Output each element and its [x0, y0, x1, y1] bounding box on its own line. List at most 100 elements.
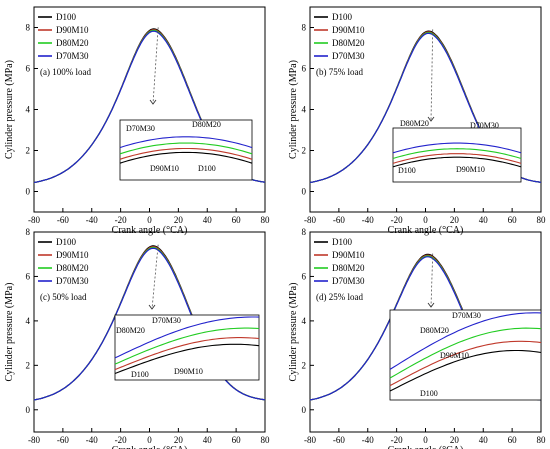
x-tick-label: 60 — [508, 435, 518, 445]
y-axis-label: Cylinder pressure (MPa) — [4, 283, 15, 382]
zoom-label: D70M30 — [152, 316, 181, 325]
zoom-inset-frame — [114, 314, 260, 381]
zoom-line-d90m10 — [389, 340, 542, 387]
x-tick-label: -60 — [57, 215, 69, 225]
x-tick-label: 80 — [537, 215, 547, 225]
zoom-arrow — [430, 29, 434, 122]
y-tick-label: 4 — [26, 316, 31, 326]
zoom-line-d100 — [114, 343, 260, 375]
legend-label: D70M30 — [56, 51, 89, 61]
zoom-inset-frame — [389, 309, 542, 401]
panel-title: (d) 25% load — [316, 292, 363, 302]
legend-label: D80M20 — [56, 38, 89, 48]
zoom-line-d90m10 — [392, 153, 522, 164]
legend-label: D100 — [332, 12, 352, 22]
y-tick-label: 4 — [26, 105, 31, 115]
x-tick-label: -40 — [362, 215, 374, 225]
legend-label: D100 — [56, 237, 76, 247]
zoom-line-d100 — [389, 349, 542, 392]
x-tick-label: 80 — [537, 435, 547, 445]
x-tick-label: -80 — [304, 435, 316, 445]
legend-label: D90M10 — [56, 25, 89, 35]
x-tick-label: 40 — [479, 435, 489, 445]
zoom-label: D100 — [398, 166, 416, 175]
y-tick-label: 6 — [26, 271, 31, 281]
x-tick-label: 0 — [423, 215, 428, 225]
x-tick-label: 40 — [203, 435, 213, 445]
zoom-inset-frame — [392, 127, 522, 183]
x-axis-label: Crank angle (°CA) — [112, 445, 188, 449]
x-axis-label: Crank angle (°CA) — [388, 445, 464, 449]
y-axis-label: Cylinder pressure (MPa) — [288, 60, 299, 159]
zoom-label: D90M10 — [440, 351, 469, 360]
zoom-label: D80M20 — [116, 326, 145, 335]
panel-title: (c) 50% load — [40, 292, 87, 302]
zoom-arrowhead — [427, 302, 435, 308]
zoom-label: D100 — [420, 389, 438, 398]
legend-label: D70M30 — [56, 276, 89, 286]
panel-b: -80 -60 -40 -20 0 20 40 60 80 0 2 4 6 8 Crank angle (°… — [288, 6, 547, 236]
y-tick-label: 8 — [302, 23, 307, 33]
zoom-line-d100 — [119, 151, 253, 164]
x-tick-label: 0 — [147, 215, 152, 225]
zoom-label: D100 — [198, 164, 216, 173]
x-tick-label: 80 — [261, 215, 271, 225]
legend-label: D90M10 — [332, 25, 365, 35]
y-tick-label: 0 — [26, 187, 31, 197]
zoom-arrow — [430, 253, 434, 308]
zoom-label: D90M10 — [150, 164, 179, 173]
y-tick-label: 0 — [302, 187, 307, 197]
legend-label: D100 — [56, 12, 76, 22]
x-tick-label: -20 — [391, 215, 403, 225]
legend-label: D80M20 — [332, 38, 365, 48]
zoom-label: D80M20 — [192, 120, 221, 129]
zoom-arrow — [151, 244, 159, 310]
zoom-label: D80M20 — [400, 119, 429, 128]
zoom-label: D70M30 — [470, 121, 499, 130]
zoom-line-d90m10 — [119, 147, 253, 160]
x-tick-label: -60 — [57, 435, 69, 445]
zoom-line-d90m10 — [114, 337, 260, 371]
zoom-line-d80m20 — [392, 148, 522, 160]
zoom-label: D100 — [131, 370, 149, 379]
y-tick-label: 4 — [302, 316, 307, 326]
y-axis-label: Cylinder pressure (MPa) — [4, 60, 15, 159]
x-tick-label: -80 — [304, 215, 316, 225]
zoom-arrowhead — [148, 304, 156, 310]
panel-c: -80 -60 -40 -20 0 20 40 60 80 0 2 4 6 8 Crank angle (°… — [4, 227, 270, 449]
panel-title: (a) 100% load — [40, 67, 91, 77]
x-tick-label: -40 — [362, 435, 374, 445]
x-tick-label: -60 — [333, 215, 345, 225]
y-tick-label: 8 — [26, 23, 31, 33]
panel-a: -80 -60 -40 -20 0 20 40 60 80 0 2 4 6 8 Crank angle (°… — [4, 6, 271, 236]
zoom-line-d70m30 — [114, 316, 260, 359]
x-tick-label: -60 — [333, 435, 345, 445]
legend-label: D70M30 — [332, 51, 365, 61]
x-tick-label: 60 — [508, 215, 518, 225]
x-tick-label: 20 — [450, 435, 460, 445]
zoom-line-d80m20 — [114, 327, 260, 365]
x-tick-label: -40 — [86, 435, 98, 445]
y-tick-label: 8 — [302, 227, 307, 237]
x-axis-label: Crank angle (°CA) — [112, 225, 188, 236]
y-tick-label: 4 — [302, 105, 307, 115]
y-tick-label: 2 — [26, 146, 31, 156]
x-tick-label: 60 — [232, 435, 242, 445]
x-axis-label: Crank angle (°CA) — [388, 225, 464, 236]
zoom-label: D90M10 — [174, 367, 203, 376]
y-tick-label: 6 — [26, 64, 31, 74]
zoom-inset-frame — [119, 119, 253, 181]
zoom-line-d70m30 — [389, 312, 542, 370]
x-tick-label: -80 — [28, 215, 40, 225]
y-tick-label: 0 — [26, 405, 31, 415]
legend-label: D80M20 — [56, 263, 89, 273]
x-tick-label: -80 — [28, 435, 40, 445]
legend-label: D80M20 — [332, 263, 365, 273]
x-tick-label: 60 — [232, 215, 242, 225]
panel-title: (b) 75% load — [316, 67, 363, 77]
zoom-arrow — [152, 27, 159, 105]
y-tick-label: 2 — [302, 360, 307, 370]
x-tick-label: 20 — [174, 215, 184, 225]
zoom-line-d70m30 — [392, 142, 522, 154]
